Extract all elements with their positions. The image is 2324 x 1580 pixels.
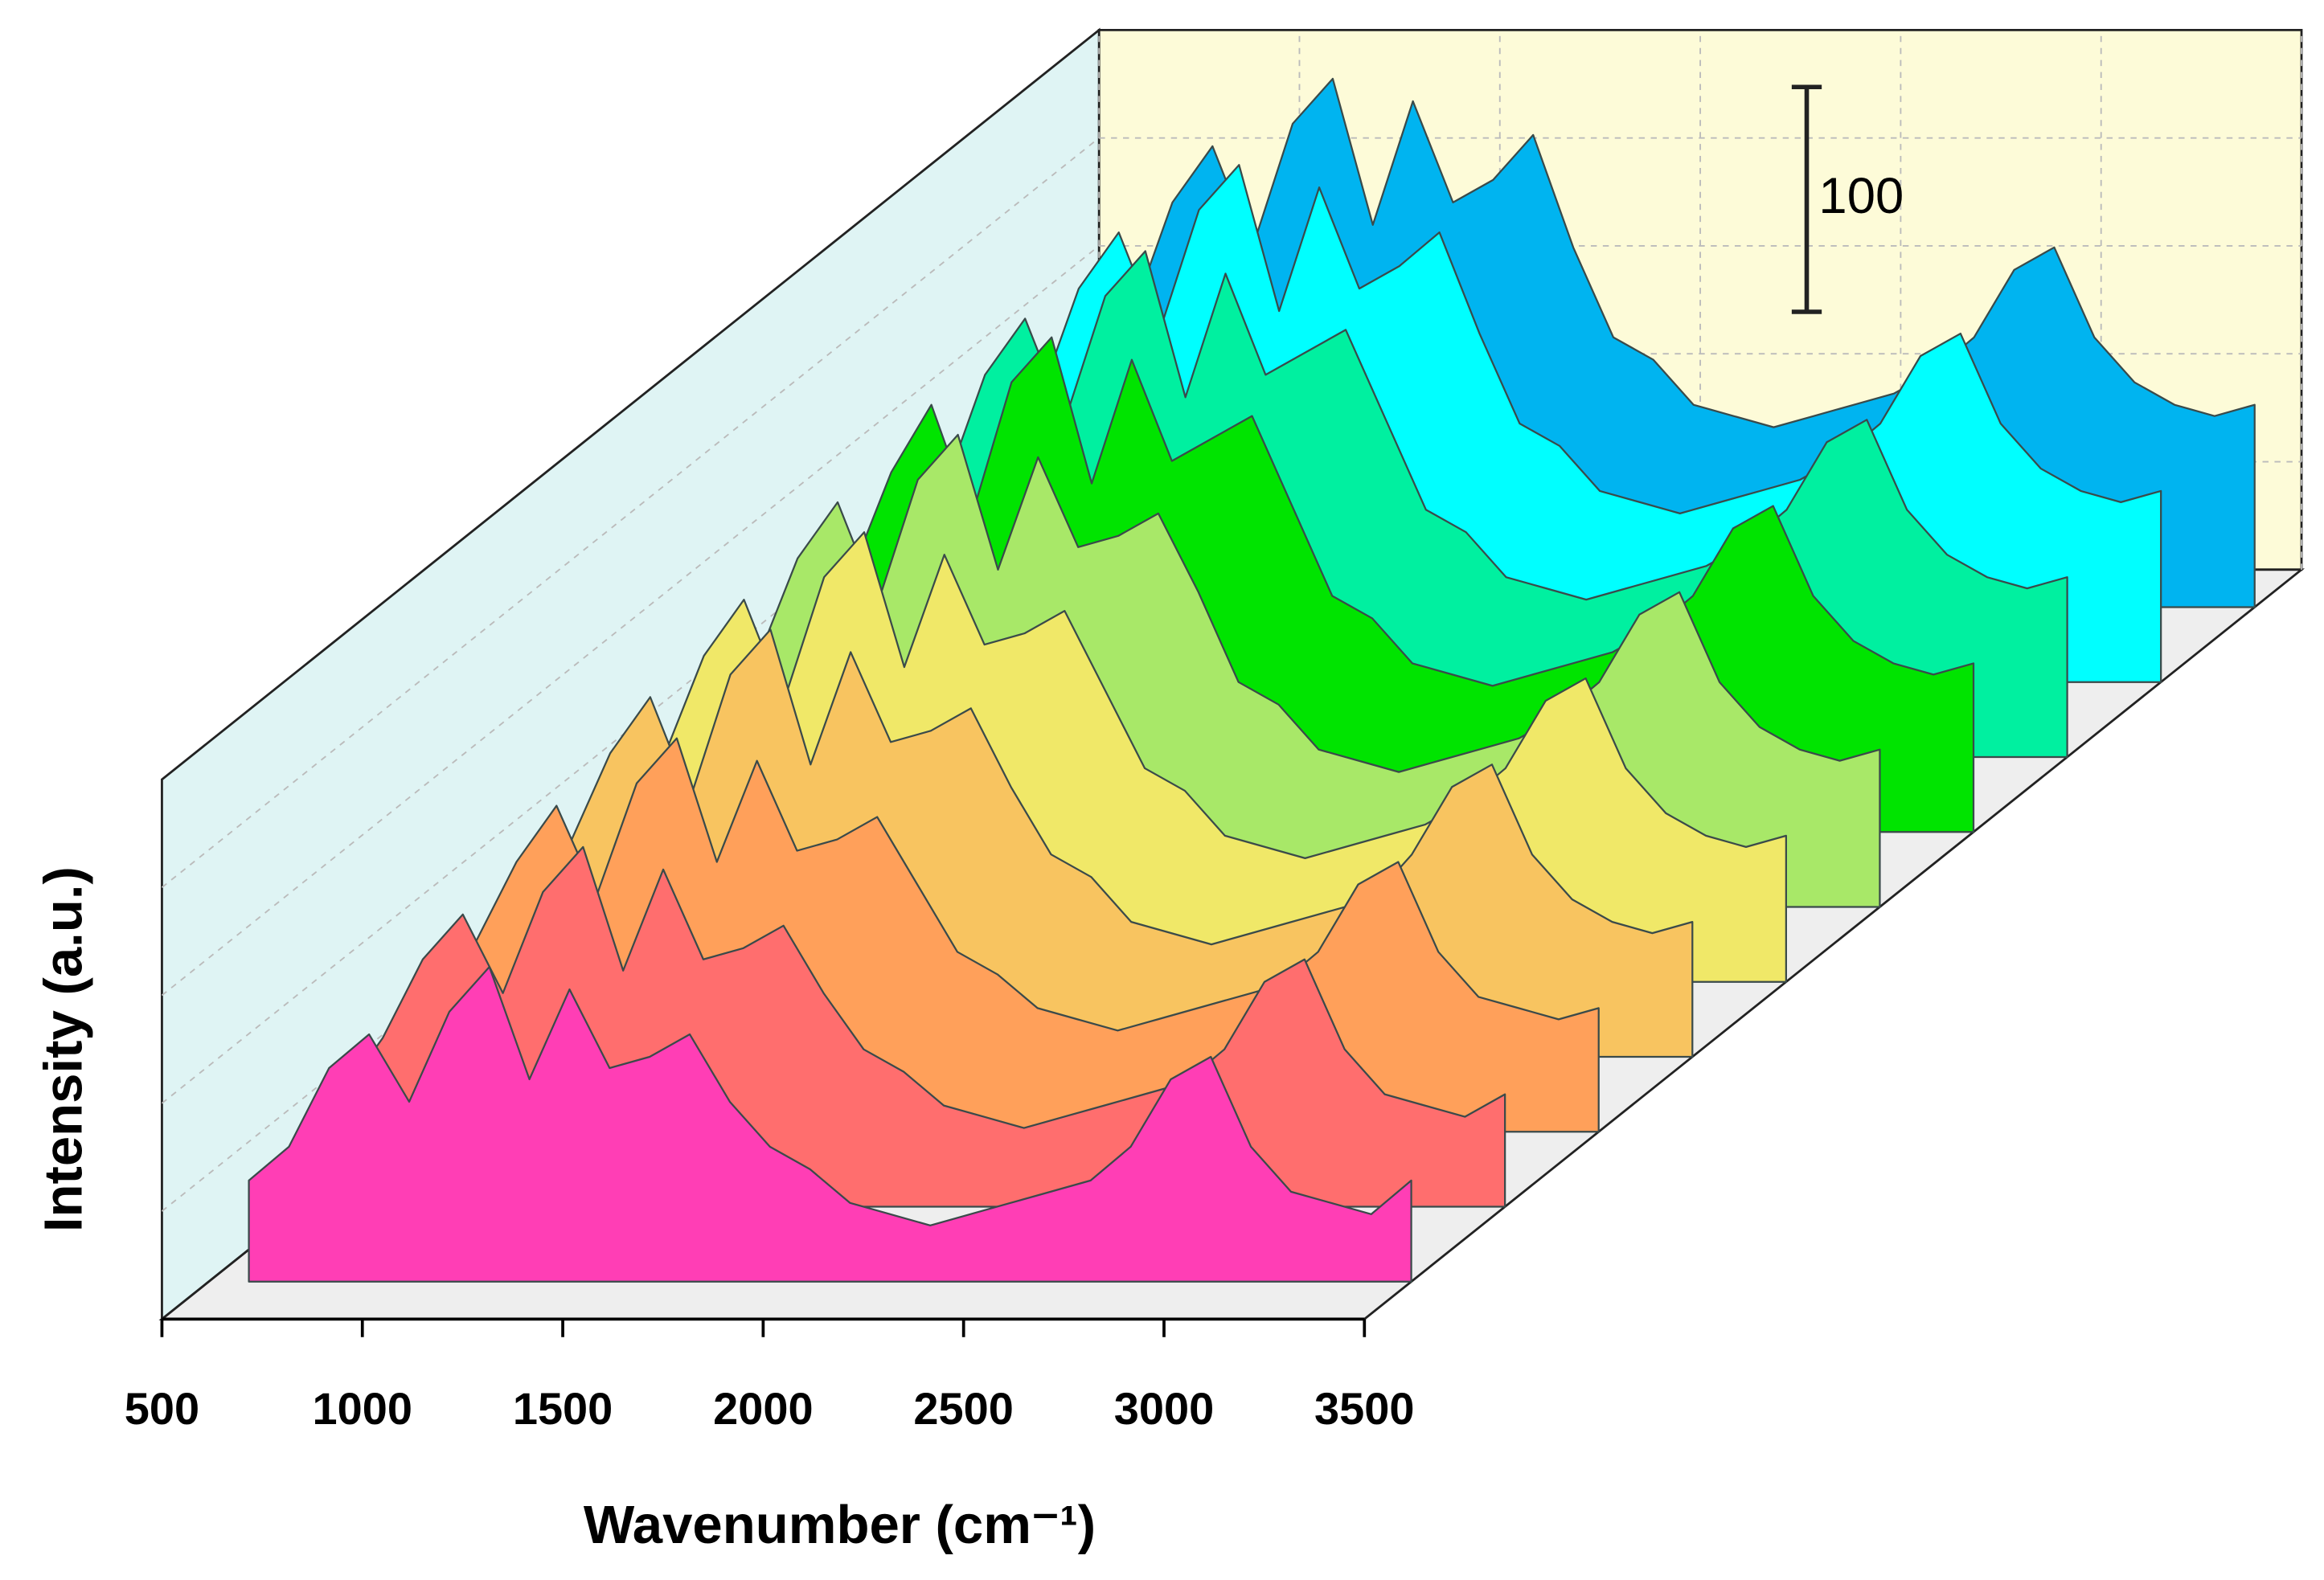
y-axis-title: Intensity (a.u.): [34, 866, 94, 1232]
x-tick-label: 3000: [1114, 1383, 1214, 1434]
wall-grid: [161, 137, 1100, 888]
x-tick-label: 500: [125, 1383, 199, 1434]
x-axis-title: Wavenumber (cm⁻¹): [584, 1495, 1096, 1555]
x-tick-label: 3500: [1314, 1383, 1414, 1434]
spectrum: [248, 965, 1412, 1283]
x-tick-label: 2000: [713, 1383, 813, 1434]
wall-grid: [161, 245, 1100, 997]
scale-bar-label: 100: [1818, 168, 1904, 224]
x-tick-label: 1500: [513, 1383, 613, 1434]
plot: 100 500 1000 1500 2000 2500 3000 3500: [125, 27, 2306, 1434]
x-tick-label: 2500: [913, 1383, 1013, 1434]
x-tick-label: 1000: [313, 1383, 412, 1434]
